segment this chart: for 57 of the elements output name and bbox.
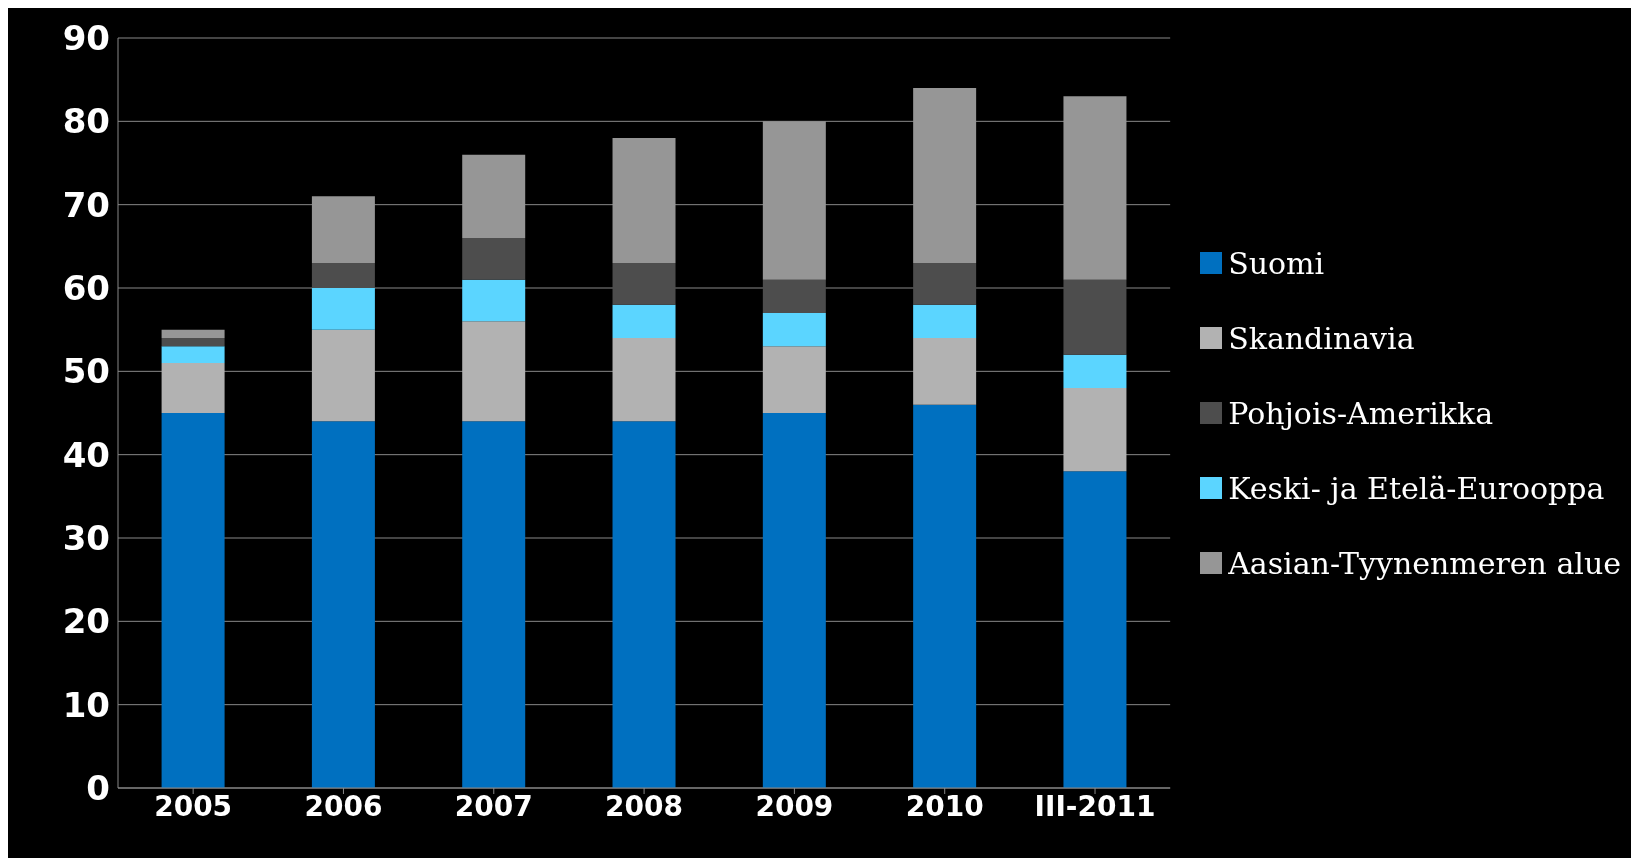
legend-label: Aasian-Tyynenmeren alue (1228, 545, 1621, 581)
bar (462, 279, 526, 322)
bar (161, 363, 225, 413)
bar (1063, 96, 1127, 280)
bar (913, 88, 977, 263)
y-tick-label: 20 (62, 601, 110, 642)
bar (762, 313, 826, 347)
y-tick-label: 50 (62, 351, 110, 392)
legend-label: Suomi (1228, 245, 1325, 281)
bar (311, 196, 375, 263)
x-tick-label: 2010 (905, 789, 984, 823)
y-tick-label: 80 (62, 101, 110, 142)
bar (1063, 354, 1127, 388)
bar (762, 413, 826, 788)
bar (462, 421, 526, 788)
bar (462, 238, 526, 280)
legend-label: Keski- ja Etelä-Eurooppa (1228, 470, 1605, 506)
bar (913, 263, 977, 305)
x-tick-label: III-2011 (1034, 789, 1156, 823)
legend-label: Pohjois-Amerikka (1228, 395, 1494, 431)
bar (612, 304, 676, 338)
bar (612, 263, 676, 305)
y-tick-label: 30 (62, 518, 110, 559)
bar (311, 263, 375, 288)
y-tick-label: 0 (86, 768, 110, 809)
bar (612, 421, 676, 788)
bar (311, 421, 375, 788)
bar (762, 121, 826, 280)
y-tick-label: 10 (62, 684, 110, 725)
bar (161, 413, 225, 788)
bar (612, 338, 676, 422)
x-tick-label: 2009 (755, 789, 834, 823)
bar (612, 138, 676, 263)
x-tick-label: 2007 (454, 789, 533, 823)
bar (161, 329, 225, 338)
bar (1063, 471, 1127, 788)
bar (311, 288, 375, 330)
bar (913, 304, 977, 338)
bar (762, 346, 826, 413)
x-tick-label: 2005 (154, 789, 233, 823)
bar (462, 154, 526, 238)
bar (311, 329, 375, 422)
bar (462, 321, 526, 422)
legend-label: Skandinavia (1228, 320, 1415, 356)
x-tick-label: 2008 (605, 789, 684, 823)
y-tick-label: 60 (62, 268, 110, 309)
y-tick-label: 90 (62, 18, 110, 59)
x-tick-label: 2006 (304, 789, 383, 823)
y-tick-label: 70 (62, 184, 110, 225)
y-tick-label: 40 (62, 434, 110, 475)
bar (913, 404, 977, 788)
bar (913, 338, 977, 405)
bar (1063, 279, 1127, 355)
bar (161, 338, 225, 347)
bar (1063, 388, 1127, 472)
bar (762, 279, 826, 313)
bar (161, 346, 225, 363)
